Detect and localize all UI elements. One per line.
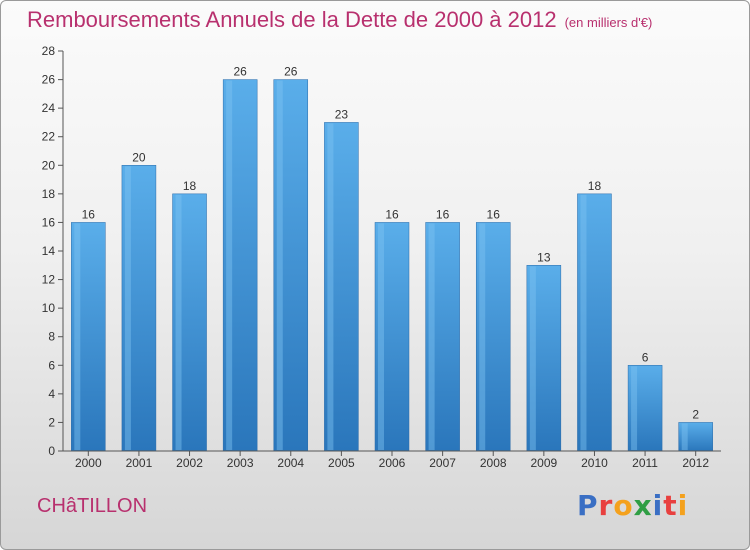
- bars: 16 20 18 26 26 23 16 16 16 13 18 6 2: [71, 65, 713, 452]
- y-tick-label: 8: [48, 330, 55, 344]
- y-tick-label: 2: [48, 415, 55, 429]
- x-tick-label: 2010: [581, 456, 608, 470]
- bar-highlight: [580, 194, 587, 450]
- bar-value-label: 20: [132, 150, 146, 164]
- bar-highlight: [631, 366, 638, 450]
- bar: [273, 79, 309, 452]
- bar-value-label: 18: [183, 179, 197, 193]
- y-tick-label: 10: [42, 301, 56, 315]
- bar-value-label: 18: [588, 179, 602, 193]
- bar-highlight: [378, 223, 384, 450]
- y-tick-label: 4: [48, 387, 55, 401]
- x-tick-label: 2012: [682, 456, 709, 470]
- bar-highlight: [226, 80, 233, 451]
- y-tick-label: 24: [42, 101, 56, 115]
- bar: [71, 222, 106, 452]
- bar-highlight: [175, 194, 182, 450]
- bar: [627, 365, 663, 452]
- x-tick-label: 2001: [126, 456, 153, 470]
- bar-value-label: 2: [692, 407, 699, 421]
- x-tick-label: 2003: [227, 456, 254, 470]
- x-tick-label: 2009: [530, 456, 557, 470]
- logo-letter: r: [598, 489, 614, 522]
- bar-value-label: 26: [284, 65, 298, 79]
- bar-value-label: 26: [233, 65, 247, 79]
- y-tick-label: 22: [42, 130, 56, 144]
- chart-title: Remboursements Annuels de la Dette de 20…: [27, 7, 557, 32]
- bar-highlight: [529, 266, 536, 450]
- bar: [475, 222, 511, 452]
- x-tick-label: 2004: [277, 456, 304, 470]
- bar-value-label: 6: [642, 350, 649, 364]
- bar-value-label: 16: [487, 207, 501, 221]
- title-line: Remboursements Annuels de la Dette de 20…: [27, 7, 652, 33]
- bar-highlight: [276, 80, 283, 451]
- bar: [324, 122, 359, 452]
- bar: [172, 193, 207, 452]
- y-tick-label: 26: [42, 73, 56, 87]
- x-tick-label: 2005: [328, 456, 355, 470]
- x-tick-label: 2000: [75, 456, 102, 470]
- y-tick-label: 16: [42, 215, 56, 229]
- bar-highlight: [479, 223, 486, 450]
- bar: [121, 165, 157, 452]
- y-tick-label: 12: [42, 273, 56, 287]
- bar-highlight: [74, 223, 81, 450]
- y-tick-label: 28: [42, 44, 56, 58]
- logo-letter: o: [613, 489, 634, 522]
- commune-name: CHâTILLON: [37, 495, 148, 517]
- y-tick-label: 18: [42, 187, 56, 201]
- bar-highlight: [327, 123, 334, 450]
- bar: [374, 222, 410, 452]
- logo-letter: t: [663, 489, 678, 522]
- bar-highlight: [124, 166, 131, 451]
- bar-highlight: [681, 423, 688, 450]
- logo-letter: i: [652, 489, 664, 522]
- x-axis: 2000 2001 2002 2003 2004 2005 2006 2007 2008 2009…: [63, 450, 721, 470]
- x-tick-label: 2002: [176, 456, 203, 470]
- chart-subtitle: (en milliers d'€): [564, 15, 653, 30]
- bar-value-label: 13: [537, 250, 551, 264]
- bar: [526, 265, 562, 452]
- logo-letter: P: [577, 489, 599, 522]
- y-tick-label: 20: [42, 158, 56, 172]
- x-tick-label: 2007: [429, 456, 456, 470]
- bar: [425, 222, 460, 452]
- x-tick-label: 2011: [632, 456, 658, 470]
- x-tick-label: 2008: [480, 456, 507, 470]
- x-tick-label: 2006: [379, 456, 406, 470]
- y-tick-label: 6: [48, 358, 55, 372]
- bar-value-label: 16: [385, 207, 399, 221]
- logo-letter: x: [633, 489, 653, 522]
- bar-highlight: [428, 223, 435, 450]
- bar-value-label: 16: [436, 207, 450, 221]
- bar-value-label: 16: [82, 207, 96, 221]
- proxiti-logo: Proxiti: [577, 489, 688, 522]
- y-tick-label: 14: [42, 244, 56, 258]
- logo-letter: i: [677, 489, 689, 522]
- y-tick-label: 0: [48, 444, 55, 458]
- bar-value-label: 23: [335, 107, 349, 121]
